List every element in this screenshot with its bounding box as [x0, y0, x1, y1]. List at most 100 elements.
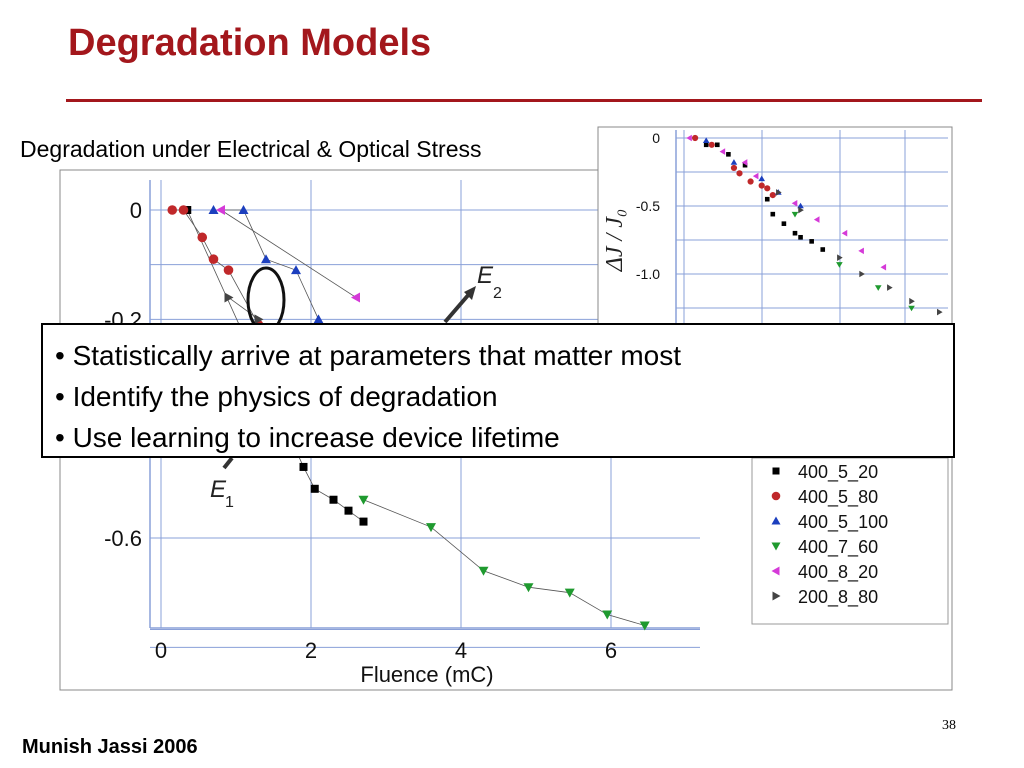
inset-data-point	[837, 254, 843, 261]
main-chart-axis-labels: 0 2 4 60-0.2-0.6	[104, 198, 617, 663]
inset-data-point	[758, 175, 765, 182]
inset-chart-markers	[686, 134, 943, 316]
legend-marker	[771, 566, 780, 576]
main-y-tick-label: 0	[130, 198, 142, 223]
inset-data-point	[841, 229, 848, 237]
legend-marker	[771, 491, 781, 501]
inset-data-point	[742, 162, 748, 168]
main-data-point	[523, 583, 534, 593]
annotation-e1-subscript: 1	[225, 494, 234, 511]
inset-data-point	[908, 305, 915, 312]
main-x-tick-label: 0	[155, 638, 167, 663]
main-chart-markers	[167, 205, 650, 631]
legend-marker	[772, 591, 781, 601]
bullet-item: • Identify the physics of degradation	[55, 381, 498, 412]
inset-data-point	[715, 142, 720, 148]
inset-data-point	[752, 172, 759, 180]
bullet-item: • Statistically arrive at parameters tha…	[55, 340, 682, 371]
legend-marker	[771, 516, 781, 525]
main-data-point	[344, 506, 353, 515]
main-data-point	[208, 205, 219, 214]
main-data-point	[167, 205, 178, 215]
inset-data-point	[937, 308, 943, 316]
main-data-point	[313, 314, 324, 324]
inset-data-point	[758, 182, 765, 189]
main-y-tick-label: -0.6	[104, 526, 142, 551]
e2-arrowhead	[464, 286, 476, 300]
main-data-point	[261, 254, 271, 264]
inset-data-point	[791, 211, 799, 218]
main-data-point	[208, 254, 219, 264]
main-data-point	[223, 265, 234, 275]
chart-legend: 400_5_20 400_5_80 400_5_100 400_7_60 400_8_2…	[771, 462, 888, 608]
inset-data-point	[887, 284, 893, 291]
main-data-point	[478, 566, 489, 576]
inset-data-point	[781, 221, 787, 226]
legend-label: 400_7_60	[798, 537, 878, 558]
bullet-callout-box: • Statistically arrive at parameters tha…	[41, 323, 955, 458]
legend-box	[751, 457, 949, 625]
inset-data-point	[797, 202, 804, 209]
main-x-tick-label: 2	[305, 638, 317, 663]
legend-label: 200_8_80	[798, 587, 878, 608]
inset-y-tick-label: -0.5	[636, 198, 660, 214]
inset-chart-frame	[597, 126, 953, 328]
main-x-tick-label: 6	[605, 638, 617, 663]
inset-data-point	[836, 262, 843, 268]
annotation-e2-letter: E	[477, 262, 494, 289]
inset-data-point	[730, 164, 738, 172]
inset-data-point	[764, 196, 770, 202]
inset-data-point	[736, 170, 743, 177]
inset-data-point	[708, 141, 715, 148]
inset-y-axis-label: ΔJ / J₀	[602, 209, 628, 272]
inset-data-point	[747, 178, 754, 185]
inset-data-point	[813, 216, 820, 223]
legend-label: 400_5_20	[798, 462, 878, 483]
main-data-point	[426, 523, 436, 533]
main-series-line	[220, 209, 357, 298]
footer-author: Munish Jassi 2006	[22, 736, 198, 758]
legend-marker	[771, 542, 781, 551]
main-data-point	[351, 292, 360, 303]
bullet-item: • Use learning to increase device lifeti…	[55, 422, 560, 453]
inset-data-point	[792, 230, 798, 236]
inset-data-point	[741, 159, 748, 166]
page-number: 38	[942, 718, 956, 733]
inset-data-point	[874, 285, 882, 291]
inset-data-point	[776, 189, 782, 196]
main-data-point	[197, 232, 208, 243]
main-data-point	[358, 495, 369, 505]
inset-chart-axis-labels: 0 -0.5 -1.0	[636, 130, 660, 282]
main-data-point	[178, 205, 189, 215]
main-data-point	[291, 265, 301, 275]
main-data-point	[254, 314, 264, 325]
legend-marker	[772, 467, 780, 475]
main-data-point	[564, 588, 575, 598]
main-data-point	[310, 484, 319, 493]
slide-subtitle: Degradation under Electrical & Optical S…	[20, 136, 482, 162]
inset-data-point	[703, 142, 709, 148]
main-x-tick-label: 4	[455, 638, 467, 663]
inset-data-point	[858, 247, 864, 255]
inset-data-point	[764, 185, 771, 192]
inset-data-point	[880, 263, 887, 271]
inset-data-point	[820, 247, 826, 252]
inset-data-point	[730, 159, 738, 165]
legend-label: 400_5_100	[798, 512, 888, 533]
slide-title: Degradation Models	[68, 22, 432, 64]
inset-data-point	[798, 234, 803, 240]
legend-label: 400_5_80	[798, 487, 878, 508]
inset-data-point	[726, 152, 731, 157]
legend-label: 400_8_20	[798, 562, 878, 583]
e1-arrow	[222, 456, 234, 470]
main-data-point	[299, 462, 308, 471]
inset-data-point	[791, 199, 798, 207]
inset-y-tick-label: -1.0	[636, 266, 660, 282]
inset-data-point	[702, 137, 710, 144]
annotation-e1-letter: E	[210, 476, 227, 503]
inset-data-point	[719, 148, 726, 155]
inset-data-point	[809, 239, 814, 244]
main-data-point	[216, 205, 225, 215]
inset-y-tick-label: 0	[652, 130, 660, 146]
e2-arrow	[443, 291, 472, 324]
